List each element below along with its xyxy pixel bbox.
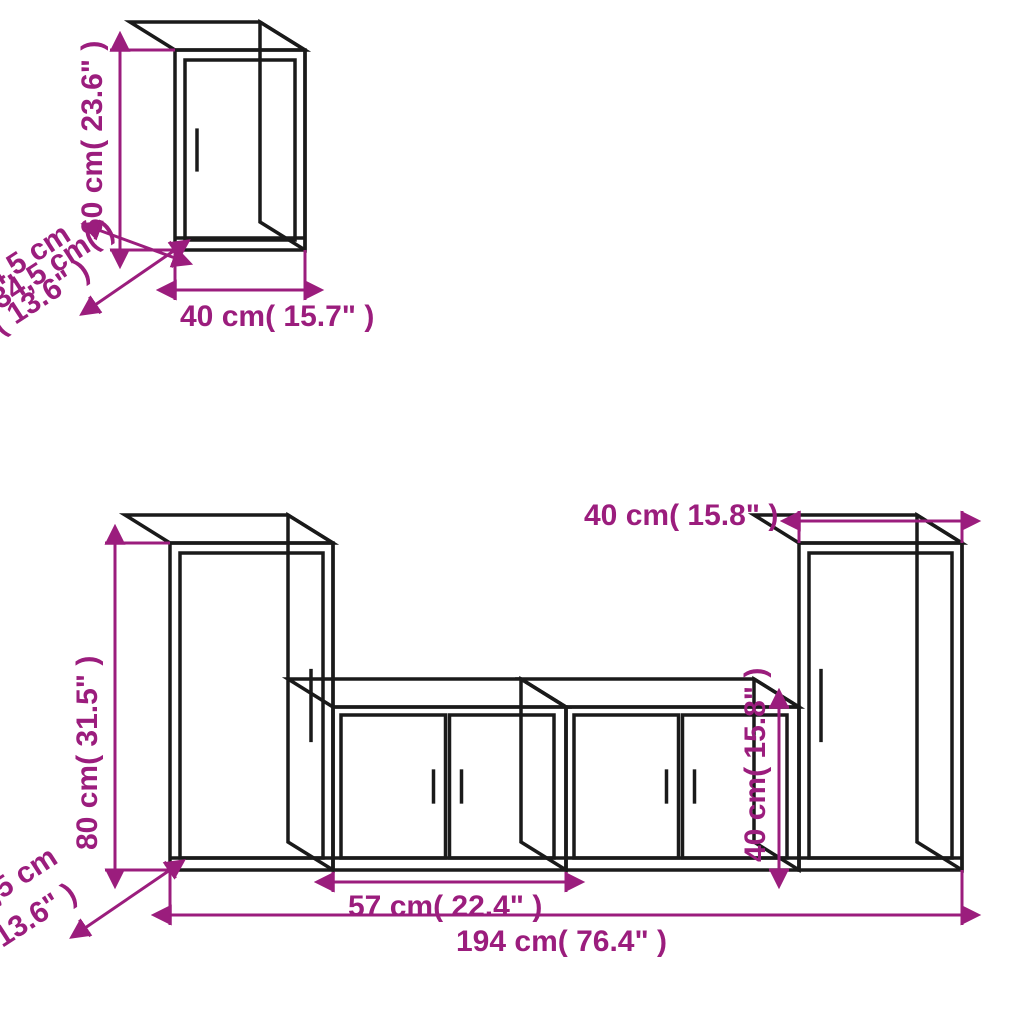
lower-center-0 [288, 679, 566, 870]
lower-total-width-label: 194 cm( 76.4" ) [456, 925, 667, 958]
upper-height-label: 60 cm( 23.6" ) [76, 41, 109, 235]
upper-cabinet [130, 22, 305, 250]
lower-right-tall [754, 515, 962, 870]
lower-left-tall [125, 515, 333, 870]
lower-low-height-label: 40 cm( 15.8" ) [739, 668, 772, 862]
upper-width-label: 40 cm( 15.7" ) [180, 300, 374, 333]
lower-tall-height-label: 80 cm( 31.5" ) [71, 656, 104, 850]
lower-tall-width-label: 40 cm( 15.8" ) [584, 499, 778, 532]
lower-low-width-label: 57 cm( 22.4" ) [348, 890, 542, 923]
